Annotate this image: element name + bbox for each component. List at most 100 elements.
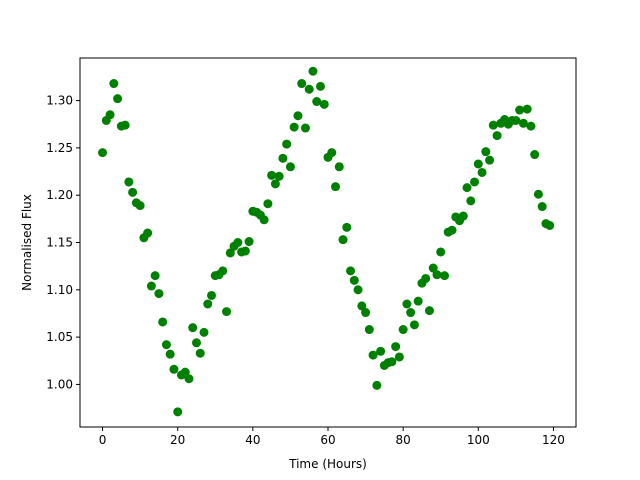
data-point <box>537 202 547 212</box>
data-point <box>428 263 438 273</box>
data-point <box>150 271 160 281</box>
data-point <box>477 167 487 177</box>
data-point <box>285 162 295 172</box>
data-point <box>124 177 134 187</box>
data-point <box>165 349 175 359</box>
data-point <box>492 131 502 141</box>
data-point <box>481 147 491 157</box>
data-point <box>293 111 303 121</box>
data-point <box>353 285 363 295</box>
data-point <box>270 179 280 189</box>
data-point <box>259 215 269 225</box>
data-point <box>128 187 138 197</box>
data-point <box>135 201 145 211</box>
data-point <box>436 247 446 257</box>
data-points <box>98 66 555 417</box>
data-point <box>218 266 228 276</box>
data-point <box>387 357 397 367</box>
data-point <box>391 342 401 352</box>
data-point <box>462 183 472 193</box>
data-point <box>409 320 419 330</box>
data-point <box>533 189 543 199</box>
y-axis-label: Normalised Flux <box>20 194 34 291</box>
x-tick-label: 100 <box>467 433 490 447</box>
data-point <box>154 289 164 299</box>
x-axis-label: Time (Hours) <box>288 457 367 471</box>
data-point <box>334 162 344 172</box>
data-point <box>222 307 232 317</box>
data-point <box>188 323 198 333</box>
data-point <box>406 308 416 318</box>
data-point <box>432 270 442 280</box>
data-point <box>282 139 292 149</box>
data-point <box>394 352 404 362</box>
data-point <box>364 325 374 335</box>
data-point <box>327 148 337 158</box>
y-tick-label: 1.15 <box>46 236 73 250</box>
data-point <box>361 308 371 318</box>
data-point <box>225 248 235 258</box>
data-point <box>267 170 277 180</box>
data-point <box>368 350 378 360</box>
data-point <box>161 340 171 350</box>
data-point <box>304 84 314 94</box>
data-point <box>191 338 201 348</box>
data-point <box>195 348 205 358</box>
data-point <box>526 121 536 131</box>
data-point <box>308 66 318 76</box>
data-point <box>402 299 412 309</box>
data-point <box>244 237 254 247</box>
data-point <box>113 94 123 104</box>
x-tick-label: 20 <box>170 433 185 447</box>
data-point <box>199 327 209 337</box>
data-point <box>300 123 310 133</box>
data-point <box>146 281 156 291</box>
data-point <box>297 79 307 89</box>
data-point <box>105 110 115 120</box>
data-point <box>331 182 341 192</box>
data-point <box>143 228 153 238</box>
data-point <box>315 81 325 91</box>
x-axis-ticks: 0 20 40 60 80 100 120 <box>99 427 565 447</box>
data-point <box>357 301 367 311</box>
data-point <box>545 220 555 230</box>
data-point <box>511 115 521 125</box>
data-point <box>485 155 495 165</box>
x-tick-label: 0 <box>99 433 107 447</box>
data-point <box>233 238 243 247</box>
data-point <box>522 104 532 114</box>
data-point <box>263 199 273 209</box>
x-tick-label: 60 <box>320 433 335 447</box>
data-point <box>518 118 528 128</box>
x-tick-label: 40 <box>245 433 260 447</box>
data-point <box>349 275 359 285</box>
data-point <box>376 346 386 356</box>
data-point <box>421 273 431 283</box>
data-point <box>312 97 322 107</box>
data-point <box>289 122 299 132</box>
data-point <box>372 380 382 390</box>
data-point <box>278 153 288 163</box>
data-point <box>342 222 352 232</box>
data-point <box>466 196 476 206</box>
data-point <box>488 120 498 130</box>
x-tick-label: 120 <box>542 433 565 447</box>
data-point <box>473 159 483 169</box>
data-point <box>424 306 434 316</box>
data-point <box>470 177 480 187</box>
data-point <box>120 120 130 130</box>
data-point <box>169 364 179 374</box>
y-tick-label: 1.20 <box>46 188 73 202</box>
data-point <box>515 105 525 115</box>
data-point <box>184 374 194 384</box>
y-tick-label: 1.05 <box>46 330 73 344</box>
y-tick-label: 1.10 <box>46 283 73 297</box>
y-tick-label: 1.30 <box>46 94 73 108</box>
data-point <box>274 171 284 181</box>
data-point <box>158 317 168 327</box>
data-point <box>98 148 108 158</box>
data-point <box>346 266 356 276</box>
data-point <box>319 99 329 109</box>
data-point <box>109 79 119 89</box>
